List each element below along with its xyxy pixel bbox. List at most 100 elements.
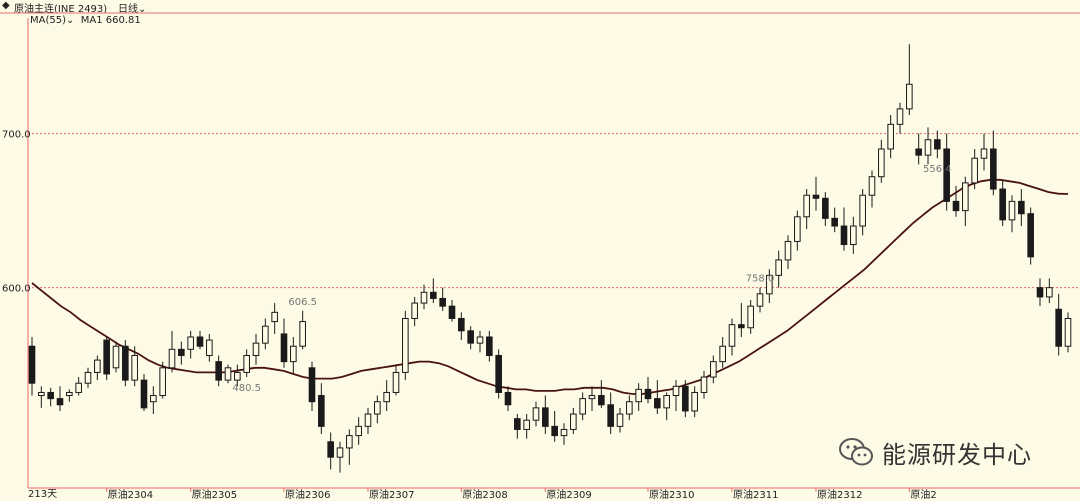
- chevron-down-icon[interactable]: ⌄: [66, 15, 75, 26]
- candle-down: [327, 441, 334, 458]
- ma-layer: [31, 178, 1069, 395]
- candle-down: [934, 139, 941, 150]
- indicator-legend: MA(55)⌄ MA1 660.81: [30, 15, 141, 26]
- period-selector[interactable]: 日线⌄: [118, 0, 146, 15]
- y-tick-label: 600.0: [2, 284, 31, 295]
- candle-down: [495, 354, 502, 393]
- collapse-toggle-icon[interactable]: ◆: [2, 0, 10, 11]
- x-tick-label: 原油2304: [108, 488, 153, 501]
- price-annotation: 556.4: [923, 164, 952, 175]
- label-layer: 758.0 606.5 556.4 480.5: [232, 164, 951, 394]
- candle-up: [299, 321, 306, 347]
- candle-up: [560, 428, 568, 437]
- candle-up: [187, 336, 194, 350]
- candle-layer: [28, 44, 1072, 473]
- candle-up: [1046, 287, 1053, 298]
- candle-up: [728, 324, 736, 347]
- bar-count-label: 213天: [28, 489, 57, 500]
- candle-up: [523, 419, 530, 430]
- candle-up: [224, 367, 232, 381]
- candle-up: [252, 342, 260, 356]
- candle-up: [66, 391, 73, 397]
- candle-down: [1036, 287, 1044, 298]
- candle-up: [364, 413, 372, 427]
- candle-down: [178, 348, 185, 356]
- candle-down: [1027, 213, 1034, 258]
- price-annotation: 480.5: [232, 383, 261, 394]
- candle-up: [756, 293, 764, 307]
- candle-up: [616, 413, 624, 427]
- candle-down: [598, 395, 605, 406]
- candle-up: [766, 274, 773, 295]
- candle-up: [784, 240, 792, 261]
- candle-up: [906, 83, 913, 110]
- candle-down: [430, 291, 437, 299]
- candle-down: [812, 194, 820, 199]
- candle-up: [710, 361, 717, 378]
- candle-down: [551, 425, 558, 437]
- candle-up: [402, 317, 409, 373]
- y-tick-label: 700.0: [2, 130, 31, 141]
- axis-layer: 600.0 700.0 原油2304 原油2305 原油2306 原油2307 原油2308…: [0, 12, 1080, 501]
- candle-up: [775, 259, 782, 276]
- candle-down: [308, 367, 316, 403]
- candle-up: [588, 395, 596, 400]
- candle-down: [943, 148, 950, 202]
- candle-up: [962, 182, 969, 212]
- candle-up: [1008, 200, 1016, 221]
- candle-down: [215, 361, 222, 381]
- candle-up: [411, 302, 418, 319]
- candle-down: [682, 385, 689, 412]
- candle-up: [700, 376, 708, 393]
- ma-param-label[interactable]: MA(55): [30, 15, 66, 26]
- candle-down: [486, 336, 493, 356]
- candle-up: [131, 354, 138, 381]
- period-label: 日线: [118, 4, 138, 15]
- candle-down: [990, 148, 997, 190]
- candle-up: [346, 435, 353, 449]
- candle-up: [803, 194, 810, 218]
- candle-up: [75, 382, 82, 393]
- grid-layer: [28, 133, 1080, 289]
- candle-down: [644, 388, 652, 400]
- candle-down: [448, 305, 456, 319]
- candle-up: [532, 407, 540, 421]
- x-tick-label: 原油2310: [649, 488, 694, 501]
- candle-up: [1064, 317, 1072, 347]
- candle-up: [374, 401, 381, 415]
- candle-down: [467, 330, 474, 344]
- candle-down: [318, 395, 325, 427]
- candle-up: [355, 425, 362, 437]
- candle-up: [243, 354, 250, 373]
- x-tick-label: 原油2312: [817, 488, 862, 501]
- candle-up: [150, 395, 157, 403]
- candle-down: [999, 188, 1006, 221]
- candle-up: [626, 401, 633, 415]
- ma-line: [31, 178, 1069, 395]
- x-tick-label: 原油2305: [192, 488, 237, 501]
- candle-down: [28, 345, 36, 384]
- candle-up: [336, 447, 344, 458]
- candle-down: [1018, 200, 1025, 215]
- candle-down: [607, 404, 614, 427]
- candle-up: [971, 157, 978, 184]
- candle-down: [122, 345, 129, 381]
- candle-up: [691, 391, 698, 412]
- candle-up: [234, 371, 241, 381]
- candle-up: [878, 148, 885, 178]
- chart-header: ◆ 原油主连(INE 2493) 日线⌄: [0, 0, 1080, 15]
- candle-up: [271, 311, 278, 323]
- candle-up: [290, 345, 297, 363]
- candle-up: [579, 398, 586, 415]
- candle-down: [140, 379, 148, 409]
- x-tick-label: 原油2: [910, 488, 936, 501]
- candle-down: [196, 336, 204, 347]
- x-tick-label: 原油2311: [733, 488, 778, 501]
- candle-up: [84, 371, 92, 384]
- candle-up: [168, 348, 176, 369]
- candle-up: [719, 345, 726, 363]
- candle-down: [439, 297, 446, 307]
- candle-down: [504, 391, 512, 406]
- candle-up: [262, 325, 269, 344]
